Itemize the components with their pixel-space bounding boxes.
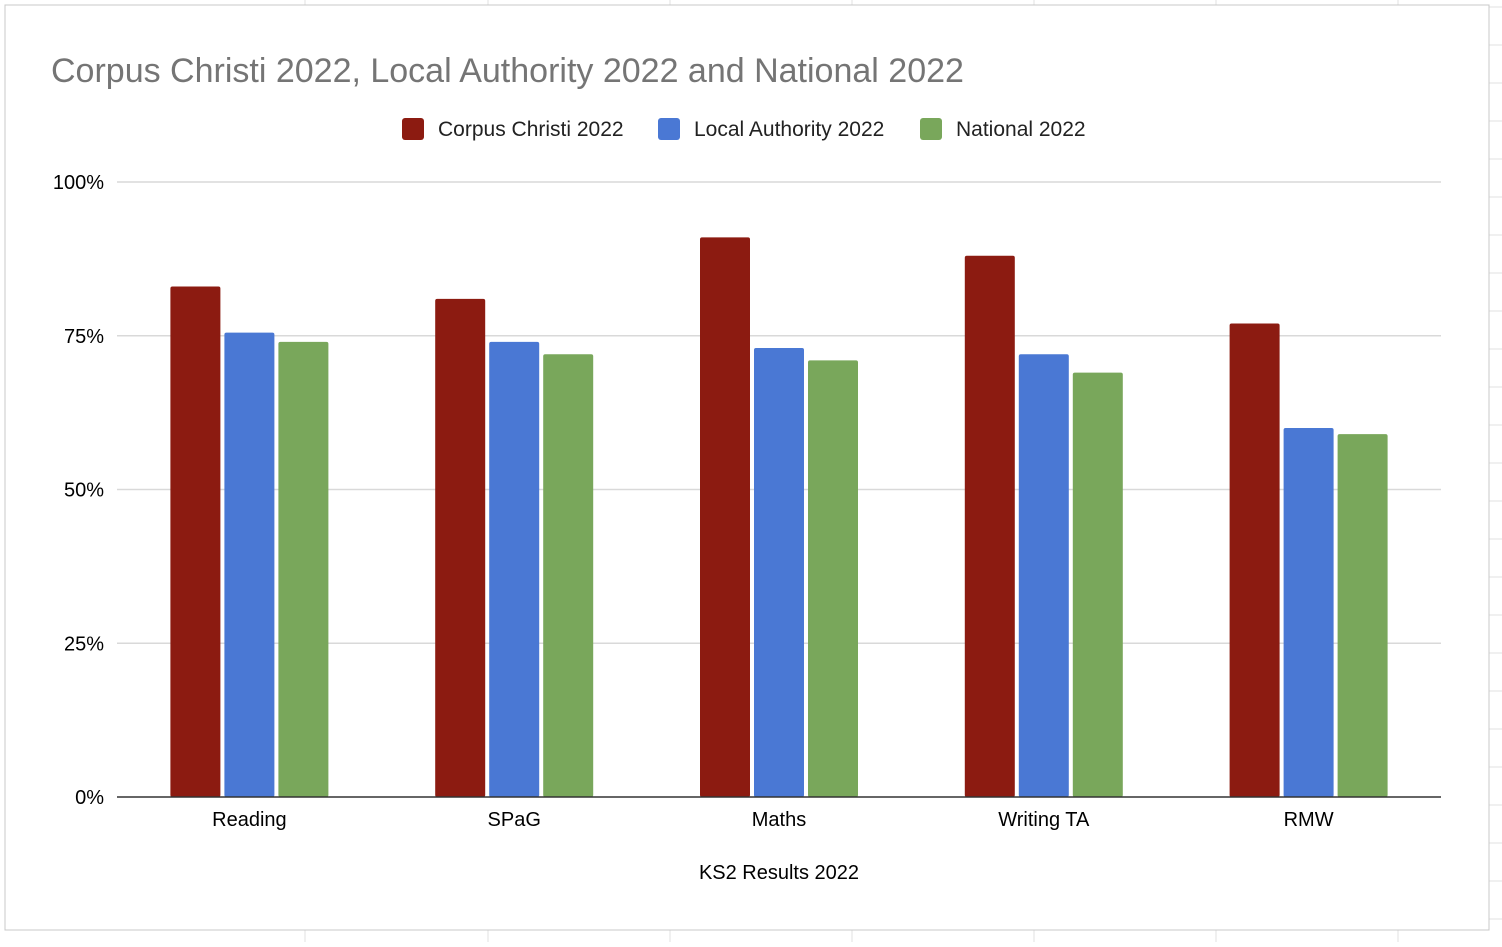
bar-corpus-christi-2022-reading bbox=[170, 286, 221, 797]
x-tick-label: Maths bbox=[752, 809, 806, 831]
y-tick-label: 50% bbox=[64, 480, 104, 502]
x-tick-label: RMW bbox=[1284, 809, 1334, 831]
x-tick-label: SPaG bbox=[488, 809, 541, 831]
bar-corpus-christi-2022-writing-ta bbox=[964, 255, 1015, 798]
bar-national-2022-writing-ta bbox=[1072, 372, 1123, 797]
legend-swatch bbox=[920, 118, 942, 140]
x-tick-label: Writing TA bbox=[998, 809, 1090, 831]
bar-national-2022-rmw bbox=[1337, 434, 1388, 797]
legend-label: Local Authority 2022 bbox=[694, 118, 884, 141]
bar-local-authority-2022-spag bbox=[489, 341, 540, 797]
x-tick-label: Reading bbox=[212, 809, 287, 831]
bar-corpus-christi-2022-spag bbox=[435, 298, 486, 797]
bars bbox=[170, 237, 1388, 798]
bar-national-2022-maths bbox=[808, 360, 858, 797]
y-axis-tick-labels: 0% 25% 50% 75% 100% bbox=[53, 172, 104, 809]
bar-national-2022-reading bbox=[278, 341, 329, 797]
y-tick-label: 0% bbox=[75, 787, 104, 809]
chart-title: Corpus Christi 2022, Local Authority 202… bbox=[51, 52, 964, 90]
y-tick-label: 25% bbox=[64, 633, 104, 655]
bar-local-authority-2022-reading bbox=[224, 332, 275, 797]
bar-local-authority-2022-rmw bbox=[1283, 428, 1334, 797]
legend: Corpus Christi 2022 Local Authority 2022 N… bbox=[402, 118, 1086, 141]
y-tick-label: 75% bbox=[64, 326, 104, 348]
legend-swatch bbox=[658, 118, 680, 140]
bar-national-2022-spag bbox=[543, 354, 594, 797]
x-axis-label: KS2 Results 2022 bbox=[699, 862, 859, 884]
legend-swatch bbox=[402, 118, 424, 140]
y-tick-label: 100% bbox=[53, 172, 104, 194]
bar-corpus-christi-2022-maths bbox=[700, 237, 750, 798]
bar-corpus-christi-2022-rmw bbox=[1229, 323, 1280, 797]
bar-local-authority-2022-maths bbox=[754, 348, 804, 797]
x-axis-tick-labels: Reading SPaG Maths Writing TA RMW bbox=[212, 809, 1334, 831]
legend-label: Corpus Christi 2022 bbox=[438, 118, 624, 141]
bar-local-authority-2022-writing-ta bbox=[1018, 354, 1069, 797]
legend-label: National 2022 bbox=[956, 118, 1086, 141]
